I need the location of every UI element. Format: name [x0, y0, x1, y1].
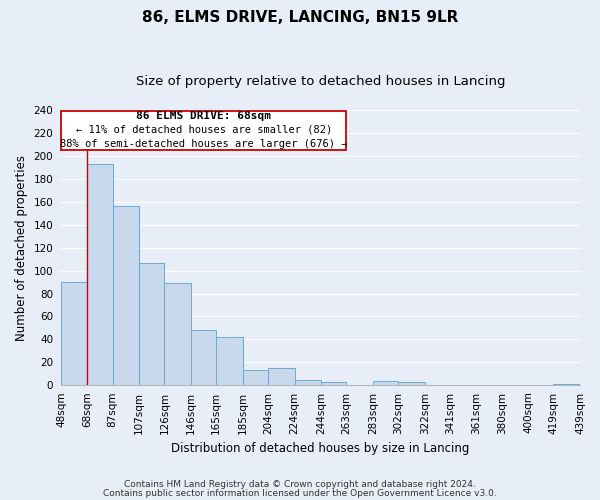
Text: 86 ELMS DRIVE: 68sqm: 86 ELMS DRIVE: 68sqm [136, 110, 271, 120]
Title: Size of property relative to detached houses in Lancing: Size of property relative to detached ho… [136, 75, 505, 88]
Bar [321, 382, 346, 386]
FancyBboxPatch shape [61, 111, 346, 150]
Text: Contains public sector information licensed under the Open Government Licence v3: Contains public sector information licen… [103, 489, 497, 498]
X-axis label: Distribution of detached houses by size in Lancing: Distribution of detached houses by size … [171, 442, 470, 455]
Bar [139, 262, 164, 386]
Bar [191, 330, 216, 386]
Text: Contains HM Land Registry data © Crown copyright and database right 2024.: Contains HM Land Registry data © Crown c… [124, 480, 476, 489]
Bar [243, 370, 268, 386]
Bar [113, 206, 139, 386]
Bar [88, 164, 113, 386]
Text: ← 11% of detached houses are smaller (82): ← 11% of detached houses are smaller (82… [76, 125, 332, 135]
Text: 88% of semi-detached houses are larger (676) →: 88% of semi-detached houses are larger (… [60, 140, 347, 149]
Bar [295, 380, 321, 386]
Bar [373, 380, 398, 386]
Bar [268, 368, 295, 386]
Bar [216, 337, 243, 386]
Bar [553, 384, 580, 386]
Bar [398, 382, 425, 386]
Bar [164, 283, 191, 386]
Y-axis label: Number of detached properties: Number of detached properties [15, 154, 28, 340]
Bar [61, 282, 88, 386]
Text: 86, ELMS DRIVE, LANCING, BN15 9LR: 86, ELMS DRIVE, LANCING, BN15 9LR [142, 10, 458, 25]
